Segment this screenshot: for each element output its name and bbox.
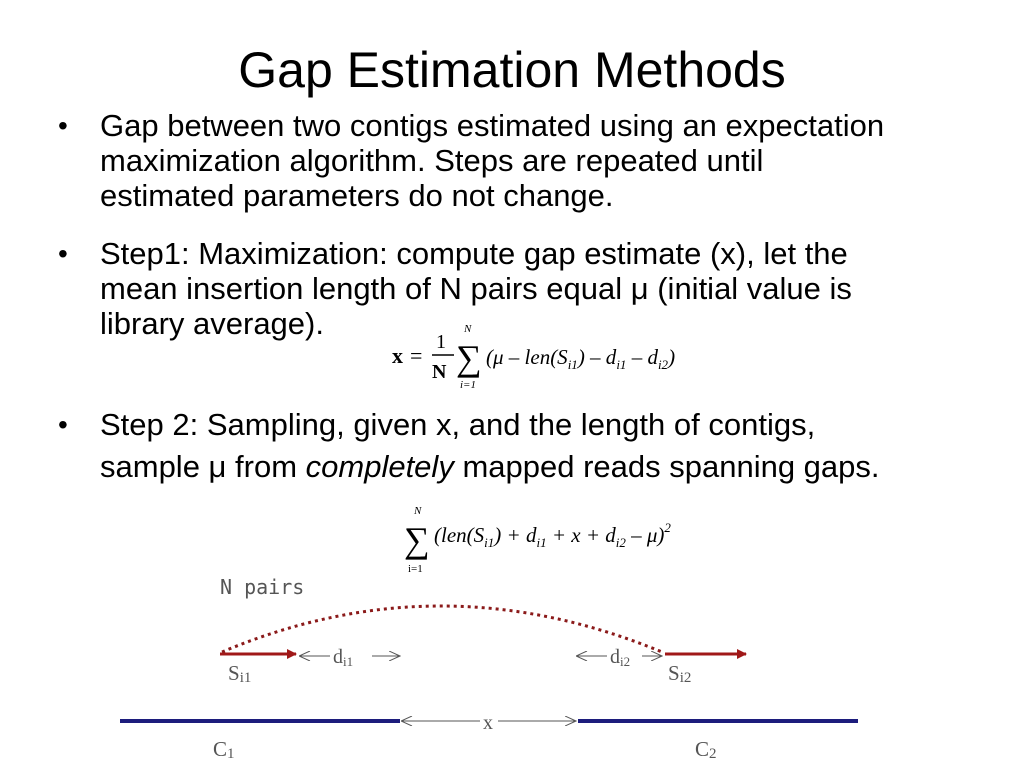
contig-c1-label: C1 <box>213 737 235 762</box>
equation-gap-estimate: x = 1 N N ∑ i=1 (μ – len(Si1) – di1 – di… <box>392 323 675 391</box>
eq1-body: (μ – len(Si1) – di1 – di2) <box>486 345 675 372</box>
bullet-dot: • <box>58 238 68 269</box>
eq1-sigma: ∑ <box>456 338 482 378</box>
eq1-frac-den: N <box>432 361 447 383</box>
bullet-line: sample μ from completely mapped reads sp… <box>100 446 1024 488</box>
eq1-sum-upper: N <box>463 323 472 335</box>
bullet-line: Gap between two contigs estimated using … <box>100 108 885 143</box>
bullet-line: mean insertion length of N pairs equal μ… <box>100 271 852 306</box>
contig-c2-label: C2 <box>695 737 717 762</box>
bullet-line: Step1: Maximization: compute gap estimat… <box>100 236 848 271</box>
eq2-sum-lower: i=1 <box>408 563 423 575</box>
bullet-line: estimated parameters do not change. <box>100 178 614 213</box>
bullet-dot: • <box>58 110 68 141</box>
eq2-sum-upper: N <box>413 505 422 517</box>
bullet-text: mapped reads spanning gaps. <box>453 449 880 484</box>
bullet-text: sample μ from <box>100 449 306 484</box>
n-pairs-label: N pairs <box>220 575 304 599</box>
x-gap-label: x <box>483 712 493 734</box>
eq1-sum-lower: i=1 <box>460 379 476 391</box>
gap-diagram: N pairs di1 di2 Si1 Si2 x C1 C2 <box>120 575 858 762</box>
d-i1-label: di1 <box>333 646 353 669</box>
bullet-dot: • <box>58 409 68 440</box>
eq1-lhs: x <box>392 343 403 368</box>
slide-title: Gap Estimation Methods <box>238 42 786 98</box>
eq2-body: (len(Si1) + di1 + x + di2 – μ)2 <box>434 520 671 550</box>
bullet-line: library average). <box>100 306 324 341</box>
eq2-sigma: ∑ <box>404 520 430 560</box>
bullet-step1: • Step1: Maximization: compute gap estim… <box>58 236 1024 341</box>
equation-sampling: N ∑ i=1 (len(Si1) + di1 + x + di2 – μ)2 <box>404 505 671 575</box>
bullet-gap-estimation: • Gap between two contigs estimated usin… <box>58 108 1024 213</box>
d-i2-label: di2 <box>610 646 630 669</box>
s-i2-label: Si2 <box>668 661 691 686</box>
eq1-equals: = <box>410 343 422 368</box>
bullet-step2: • Step 2: Sampling, given x, and the len… <box>58 404 1024 488</box>
bullet-line: maximization algorithm. Steps are repeat… <box>100 143 764 178</box>
s-i1-label: Si1 <box>228 661 251 686</box>
bullet-line: Step 2: Sampling, given x, and the lengt… <box>100 407 816 442</box>
bullet-emphasis: completely <box>305 449 454 484</box>
eq1-frac-num: 1 <box>436 331 446 353</box>
pair-arc <box>221 604 663 654</box>
